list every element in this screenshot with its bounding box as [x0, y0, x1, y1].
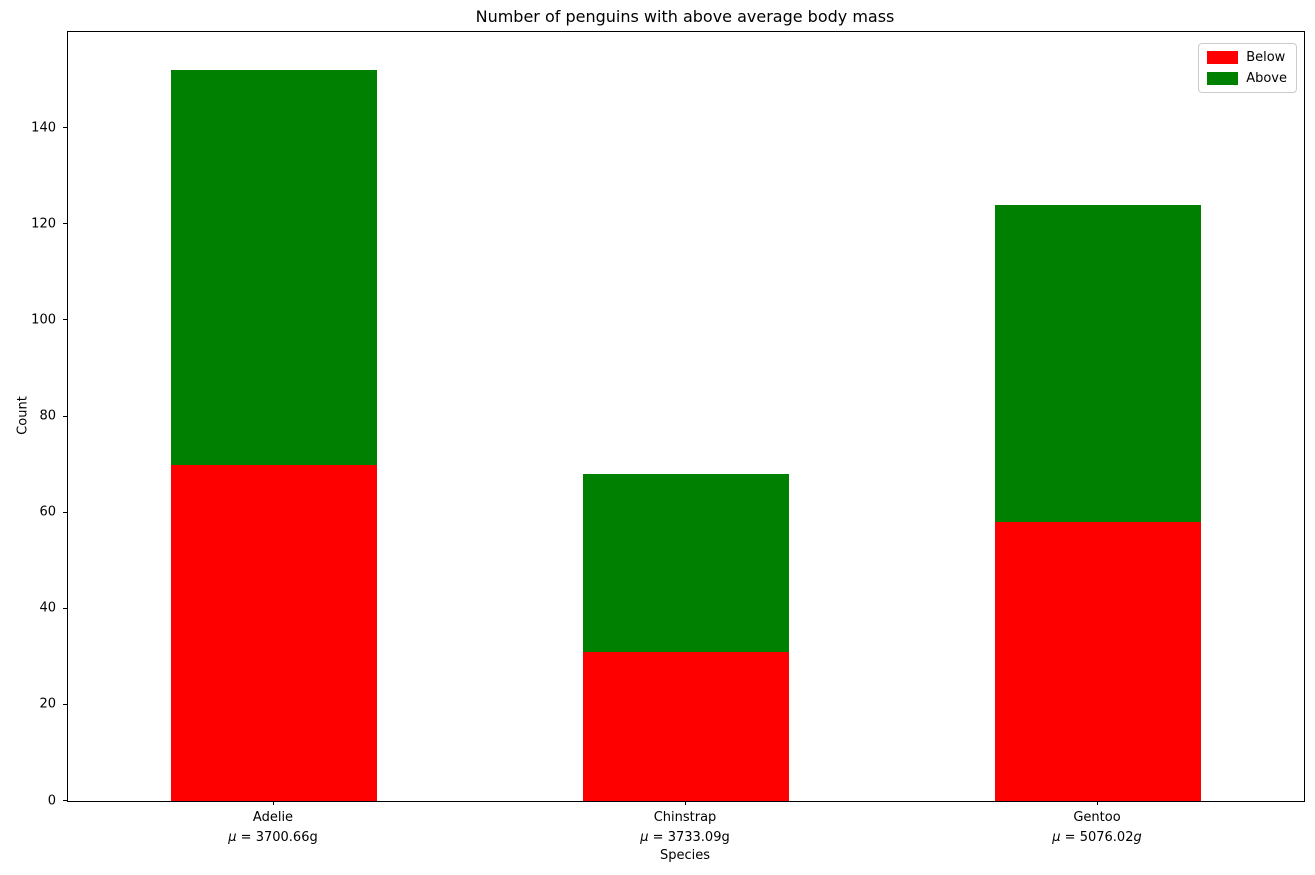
bar-gentoo-below	[994, 522, 1201, 801]
y-tick-mark	[63, 415, 67, 417]
category-mean-label: μ = 3700.66g	[228, 830, 318, 846]
bar-adelie-below	[170, 464, 377, 801]
category-name: Adelie	[252, 810, 294, 825]
legend-swatch-above	[1207, 72, 1239, 85]
legend-swatch-below	[1207, 51, 1239, 64]
category-name: Chinstrap	[653, 810, 717, 825]
legend-entry-above: Above	[1207, 71, 1287, 86]
category-mean-label: μ = 5076.02g	[1052, 830, 1142, 846]
x-tick-label-chinstrap: Chinstrap μ = 3733.09g	[575, 808, 795, 848]
category-name: Gentoo	[1073, 810, 1121, 825]
y-tick-mark	[63, 607, 67, 609]
legend-entry-below: Below	[1207, 50, 1287, 65]
bar-adelie-above	[170, 70, 377, 465]
x-tick-mark	[685, 801, 686, 805]
y-tick-label: 0	[47, 793, 56, 808]
y-tick-mark	[63, 511, 67, 513]
x-axis-label: Species	[659, 848, 711, 863]
y-tick-label: 20	[39, 696, 56, 712]
plot-area: Below Above	[67, 31, 1305, 802]
y-tick-label: 120	[31, 216, 56, 232]
y-tick-mark	[63, 127, 67, 129]
category-mean-label: μ = 3733.09g	[640, 830, 730, 846]
y-tick-label: 140	[31, 120, 56, 136]
y-tick-mark	[63, 223, 67, 225]
y-tick-label: 100	[31, 312, 56, 328]
bar-chinstrap-above	[582, 474, 789, 653]
y-tick-mark	[63, 703, 67, 705]
y-tick-label: 80	[39, 408, 56, 424]
x-tick-mark	[1097, 801, 1098, 805]
y-tick-mark	[63, 800, 67, 801]
y-tick-label: 60	[39, 504, 56, 520]
x-tick-label-adelie: Adelie μ = 3700.66g	[163, 808, 383, 848]
legend: Below Above	[1198, 43, 1297, 93]
bar-chinstrap-below	[582, 652, 789, 801]
x-tick-mark	[273, 801, 274, 805]
y-tick-label: 40	[39, 600, 56, 616]
legend-label: Above	[1246, 71, 1287, 86]
legend-label: Below	[1246, 50, 1286, 65]
chart-title: Number of penguins with above average bo…	[475, 7, 895, 26]
x-tick-label-gentoo: Gentoo μ = 5076.02g	[987, 808, 1207, 848]
bar-gentoo-above	[994, 205, 1201, 523]
y-tick-mark	[63, 319, 67, 321]
